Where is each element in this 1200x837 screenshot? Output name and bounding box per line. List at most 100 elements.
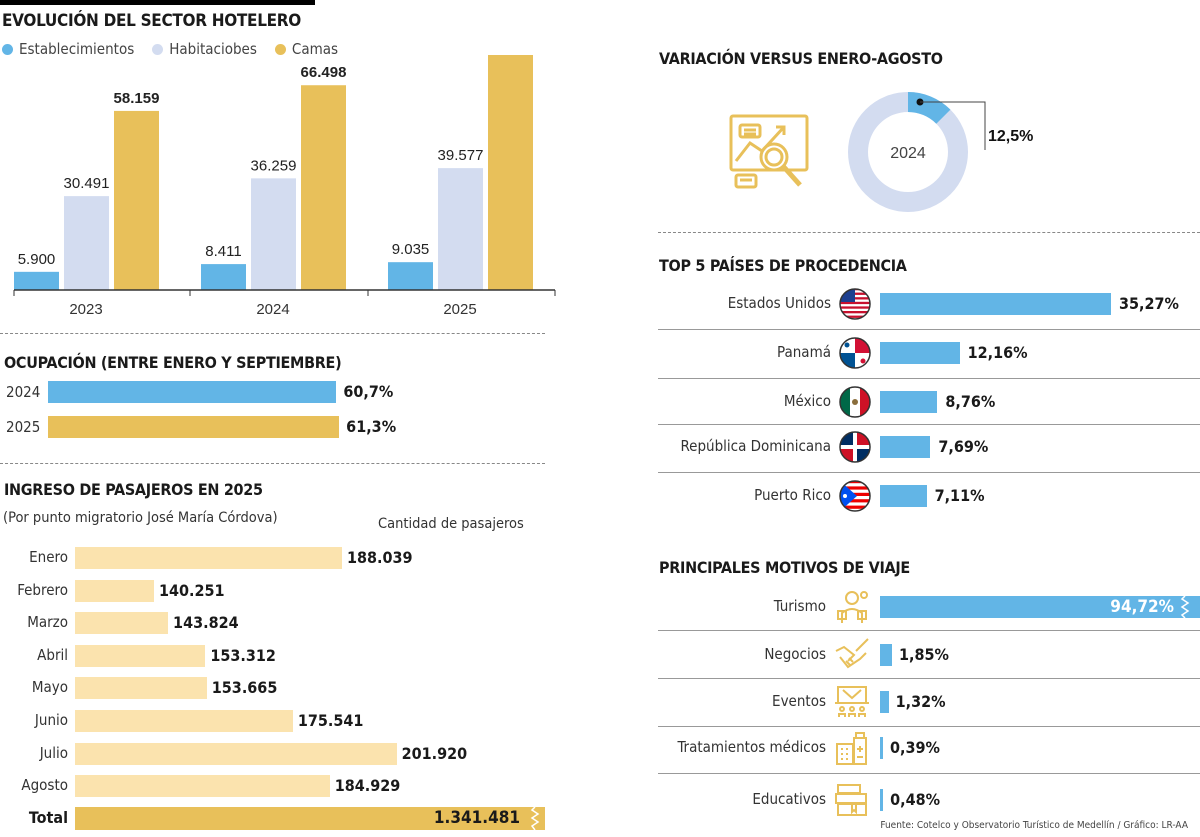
country-bar (880, 391, 938, 413)
bar-habitaciobes-2025 (438, 168, 483, 290)
occupancy-title: OCUPACIÓN (ENTRE ENERO Y SEPTIEMBRE) (4, 353, 342, 372)
country-label: República Dominicana (680, 437, 831, 455)
countries-title: TOP 5 PAÍSES DE PROCEDENCIA (659, 256, 907, 275)
motive-value: 1,85% (899, 645, 949, 664)
data-label: 66.498 (301, 64, 347, 81)
country-label: Panamá (777, 343, 831, 361)
total-label: Total (28, 808, 68, 827)
passenger-value: 175.541 (297, 711, 364, 730)
motive-label: Educativos (752, 790, 826, 808)
axis-break-icon (530, 807, 540, 830)
month-label: Enero (29, 548, 68, 566)
legend-item: Establecimientos (2, 40, 134, 58)
passenger-value: 153.312 (210, 645, 276, 665)
passenger-bar-Febrero (75, 579, 154, 602)
row-separator (658, 472, 1200, 473)
motive-label: Turismo (773, 597, 826, 615)
hotel-legend: Establecimientos Habitaciobes Camas (2, 40, 356, 58)
bar-habitaciobes-2023 (64, 196, 109, 290)
passenger-bar-Agosto (75, 775, 330, 798)
bar-establecimientos-2024 (201, 264, 246, 290)
motive-bar (880, 644, 893, 666)
month-label: Julio (39, 743, 68, 762)
country-bar (880, 436, 931, 458)
flag-mexico-icon (839, 386, 871, 418)
legend-label: Habitaciobes (169, 40, 257, 58)
country-bar (880, 485, 927, 507)
motive-label: Negocios (764, 645, 826, 663)
passengers-column-label: Cantidad de pasajeros (378, 516, 524, 532)
occupancy-bar-2024 (48, 381, 337, 403)
motive-value: 94,72% (1110, 597, 1174, 617)
passengers-title: INGRESO DE PASAJEROS EN 2025 (4, 480, 263, 499)
data-label: 30.491 (64, 175, 110, 192)
passenger-bar-Abril (75, 644, 206, 667)
flag-usa-icon (839, 288, 871, 320)
passenger-bar-Junio (75, 710, 293, 732)
passenger-value: 140.251 (158, 580, 225, 600)
top-black-rule (0, 0, 315, 5)
handshake-icon (835, 638, 869, 669)
bar-camas-2025 (488, 55, 533, 290)
callout-line (920, 101, 986, 150)
country-value: 7,11% (934, 486, 985, 505)
medicine-icon (836, 732, 867, 765)
country-label: Puerto Rico (754, 486, 831, 504)
legend-label: Camas (291, 40, 339, 58)
legend-dot-icon (152, 44, 164, 55)
divider (0, 333, 545, 334)
legend-label: Establecimientos (19, 40, 135, 58)
flag-dominican-republic-icon (839, 431, 871, 463)
occupancy-value: 60,7% (343, 382, 394, 401)
country-bar (880, 342, 960, 364)
row-separator (658, 773, 1200, 774)
motive-value: 0,48% (890, 790, 941, 809)
legend-dot-icon (274, 44, 286, 55)
motive-value: 0,39% (890, 738, 940, 757)
data-label: 76.315 (488, 50, 534, 51)
country-label: México (783, 392, 831, 410)
total-bar (75, 807, 545, 830)
row-separator (658, 424, 1200, 425)
motive-value: 1,32% (895, 692, 946, 711)
country-value: 8,76% (945, 392, 996, 411)
flag-puerto-rico-icon (839, 480, 871, 512)
motive-bar (880, 691, 889, 713)
motive-bar (880, 596, 1200, 618)
data-label: 58.159 (114, 90, 160, 107)
country-value: 7,69% (938, 437, 989, 456)
passenger-value: 188.039 (346, 548, 413, 567)
row-separator (658, 678, 1200, 679)
divider (658, 232, 1200, 233)
divider (0, 463, 545, 464)
occupancy-bar-2025 (48, 416, 340, 438)
data-label: 8.411 (205, 243, 241, 260)
legend-item: Habitaciobes (152, 40, 257, 58)
month-label: Junio (34, 711, 68, 729)
occupancy-year-label: 2025 (6, 418, 41, 436)
passenger-bar-Marzo (75, 612, 169, 635)
hotel-title: EVOLUCIÓN DEL SECTOR HOTELERO (2, 11, 301, 31)
bar-establecimientos-2025 (388, 262, 433, 290)
x-tick-label: 2024 (256, 301, 289, 318)
row-separator (658, 329, 1200, 330)
row-separator (658, 378, 1200, 379)
tourist-icon (837, 591, 868, 623)
month-label: Febrero (17, 580, 68, 599)
legend-dot-icon (2, 44, 13, 55)
motive-bar (880, 737, 883, 759)
bar-camas-2023 (114, 110, 159, 290)
row-separator (658, 726, 1200, 727)
x-tick-label: 2025 (443, 301, 476, 318)
variation-donut-chart: 2024 12,5% (848, 92, 1033, 212)
source-note: Fuente: Cotelco y Observatorio Turístico… (880, 820, 1188, 831)
country-bar (880, 293, 1112, 315)
donut-value-label: 12,5% (988, 128, 1033, 145)
passenger-value: 201.920 (401, 743, 468, 763)
passenger-value: 184.929 (334, 776, 401, 796)
legend-item: Camas (274, 40, 339, 58)
month-label: Agosto (21, 776, 68, 795)
motives-title: PRINCIPALES MOTIVOS DE VIAJE (659, 558, 910, 577)
books-icon (835, 784, 867, 816)
flag-panama-icon (839, 337, 871, 369)
